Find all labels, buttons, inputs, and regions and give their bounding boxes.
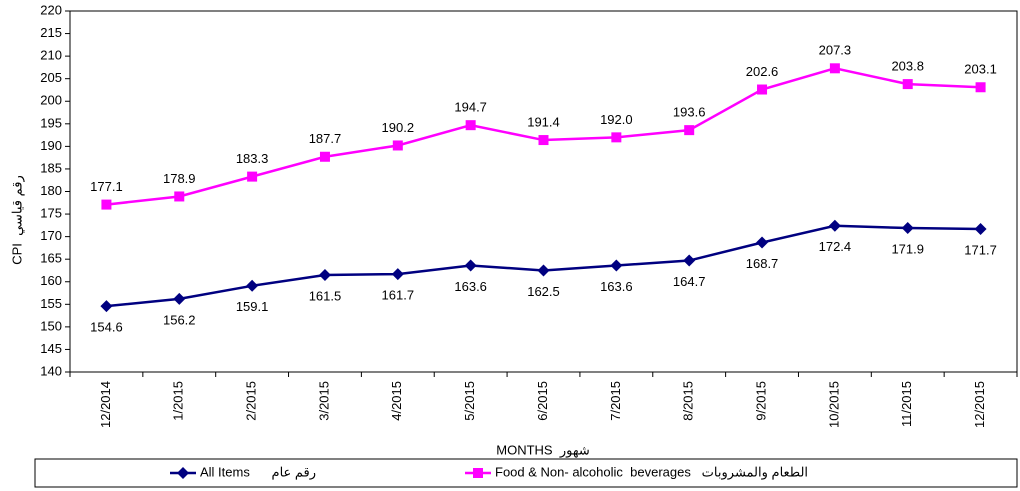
y-tick-label: 200 bbox=[40, 93, 62, 108]
data-point bbox=[756, 236, 769, 249]
data-point bbox=[100, 300, 113, 313]
data-label: 156.2 bbox=[163, 312, 196, 327]
y-tick-label: 210 bbox=[40, 48, 62, 63]
data-label: 190.2 bbox=[382, 120, 415, 135]
y-tick-label: 155 bbox=[40, 296, 62, 311]
x-tick-label: 6/2015 bbox=[535, 381, 550, 421]
y-tick-label: 215 bbox=[40, 25, 62, 40]
data-point bbox=[975, 82, 986, 93]
x-axis-label: MONTHS شهور bbox=[496, 442, 589, 458]
data-point bbox=[173, 292, 186, 305]
data-label: 161.7 bbox=[382, 288, 415, 303]
data-label: 163.6 bbox=[454, 279, 487, 294]
data-label: 194.7 bbox=[454, 100, 487, 115]
data-label: 159.1 bbox=[236, 299, 269, 314]
data-label: 172.4 bbox=[819, 239, 852, 254]
y-tick-label: 170 bbox=[40, 228, 62, 243]
data-label: 162.5 bbox=[527, 284, 560, 299]
data-point bbox=[318, 268, 331, 281]
y-tick-label: 140 bbox=[40, 363, 62, 378]
data-label: 183.3 bbox=[236, 151, 269, 166]
data-point bbox=[901, 222, 914, 235]
data-label: 191.4 bbox=[527, 114, 560, 129]
x-tick-label: 12/2014 bbox=[98, 381, 113, 428]
x-tick-label: 5/2015 bbox=[462, 381, 477, 421]
data-label: 207.3 bbox=[819, 43, 852, 58]
data-point bbox=[392, 140, 403, 151]
x-tick-label: 9/2015 bbox=[753, 381, 768, 421]
data-label: 203.1 bbox=[964, 62, 997, 77]
data-point bbox=[465, 120, 476, 131]
data-point bbox=[902, 79, 913, 90]
y-tick-label: 195 bbox=[40, 115, 62, 130]
legend-box bbox=[34, 458, 1018, 488]
data-point bbox=[828, 219, 841, 232]
data-label: 187.7 bbox=[309, 131, 342, 146]
x-tick-label: 10/2015 bbox=[826, 381, 841, 428]
legend-marker bbox=[177, 467, 189, 479]
data-label: 171.9 bbox=[891, 241, 924, 256]
x-tick-label: 11/2015 bbox=[899, 381, 914, 427]
data-point bbox=[391, 268, 404, 281]
data-point bbox=[538, 135, 549, 146]
data-point bbox=[974, 222, 987, 235]
legend-marker bbox=[473, 468, 483, 478]
data-point bbox=[829, 63, 840, 74]
data-point bbox=[684, 125, 695, 136]
data-label: 178.9 bbox=[163, 171, 196, 186]
legend-label: All Items رقم عام bbox=[200, 464, 316, 480]
data-point bbox=[464, 259, 477, 272]
y-axis-label: CPI رقم قياسي bbox=[9, 175, 25, 265]
data-label: 163.6 bbox=[600, 279, 633, 294]
y-tick-label: 175 bbox=[40, 206, 62, 221]
data-label: 203.8 bbox=[891, 59, 924, 74]
x-tick-label: 3/2015 bbox=[316, 381, 331, 421]
plot-frame bbox=[69, 10, 1018, 373]
data-label: 154.6 bbox=[90, 320, 123, 335]
y-tick-label: 180 bbox=[40, 183, 62, 198]
y-tick-label: 160 bbox=[40, 273, 62, 288]
data-point bbox=[757, 84, 768, 95]
data-point bbox=[101, 199, 112, 210]
legend-label: Food & Non- alcoholic beverages الطعام و… bbox=[495, 464, 808, 480]
data-label: 171.7 bbox=[964, 242, 997, 257]
y-tick-label: 205 bbox=[40, 70, 62, 85]
y-tick-label: 185 bbox=[40, 160, 62, 175]
data-label: 161.5 bbox=[309, 288, 342, 303]
y-tick-label: 220 bbox=[40, 2, 62, 17]
data-label: 193.6 bbox=[673, 105, 706, 120]
data-point bbox=[246, 279, 259, 292]
data-point bbox=[319, 151, 330, 162]
data-label: 202.6 bbox=[746, 64, 779, 79]
y-tick-label: 150 bbox=[40, 318, 62, 333]
data-point bbox=[611, 132, 622, 143]
data-point bbox=[174, 191, 185, 202]
x-tick-label: 12/2015 bbox=[972, 381, 987, 428]
data-point bbox=[683, 254, 696, 267]
data-point bbox=[610, 259, 623, 272]
y-tick-label: 165 bbox=[40, 251, 62, 266]
data-label: 177.1 bbox=[90, 179, 123, 194]
x-tick-label: 1/2015 bbox=[171, 381, 186, 421]
x-tick-label: 2/2015 bbox=[244, 381, 259, 421]
x-tick-label: 8/2015 bbox=[681, 381, 696, 421]
data-label: 168.7 bbox=[746, 256, 779, 271]
data-point bbox=[537, 264, 550, 277]
data-label: 164.7 bbox=[673, 274, 706, 289]
data-point bbox=[247, 171, 258, 182]
x-tick-label: 4/2015 bbox=[389, 381, 404, 421]
y-tick-label: 190 bbox=[40, 138, 62, 153]
data-label: 192.0 bbox=[600, 112, 633, 127]
y-tick-label: 145 bbox=[40, 341, 62, 356]
x-tick-label: 7/2015 bbox=[608, 381, 623, 421]
